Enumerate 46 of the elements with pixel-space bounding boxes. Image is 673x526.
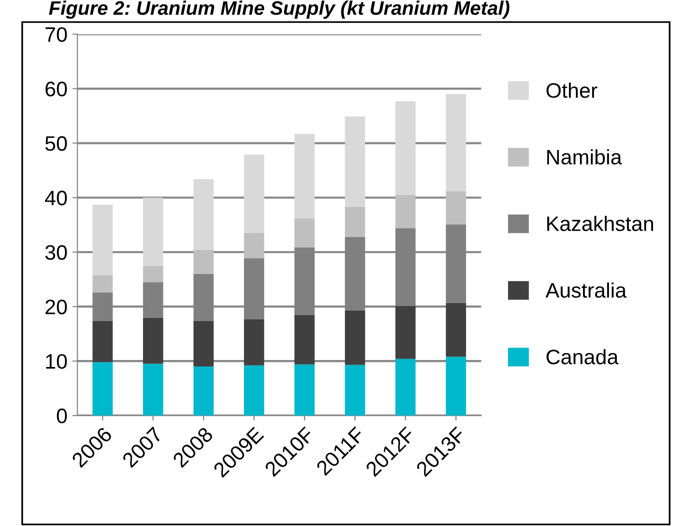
y-tick-label: 60 <box>46 82 67 96</box>
legend-label: Kazakhstan <box>547 216 654 232</box>
bar <box>395 358 416 416</box>
bar <box>193 250 214 274</box>
y-tick-label: 40 <box>44 190 67 206</box>
bar <box>244 365 264 416</box>
bar <box>244 319 264 366</box>
bar <box>193 320 214 367</box>
bar <box>143 198 164 266</box>
legend-label: Namibia <box>547 149 622 165</box>
bar <box>446 356 466 416</box>
bar <box>143 318 164 364</box>
bar <box>344 364 366 416</box>
y-tick-label: 0 <box>56 408 67 424</box>
bar <box>294 364 315 416</box>
bar <box>446 191 466 224</box>
bar <box>92 320 113 362</box>
y-tick-label: 50 <box>45 136 67 151</box>
legend-label: Other <box>546 82 598 98</box>
y-tick-label: 30 <box>45 245 67 260</box>
bar <box>193 179 214 250</box>
bar <box>244 233 264 258</box>
y-tick-label: 10 <box>46 354 67 369</box>
bar <box>92 276 113 292</box>
bar <box>395 306 416 359</box>
bar <box>395 194 416 228</box>
bar <box>294 314 315 364</box>
bar <box>143 266 164 282</box>
legend-label: Canada <box>546 349 618 364</box>
bar <box>92 362 113 416</box>
bar <box>92 204 113 276</box>
bar <box>446 302 466 357</box>
y-tick-label: 70 <box>46 27 67 42</box>
bar <box>294 218 315 248</box>
bar <box>193 366 214 416</box>
bar <box>143 364 164 416</box>
bar <box>344 116 366 207</box>
bar <box>344 310 366 365</box>
bar <box>294 134 315 218</box>
bar <box>446 94 466 192</box>
legend-label: Australia <box>546 282 627 298</box>
bar <box>395 101 416 195</box>
chart-title: Figure 2: Uranium Mine Supply (kt Uranium Metal) <box>48 0 510 19</box>
bar <box>344 206 366 237</box>
y-tick-label: 20 <box>46 300 67 314</box>
bar <box>244 154 264 234</box>
